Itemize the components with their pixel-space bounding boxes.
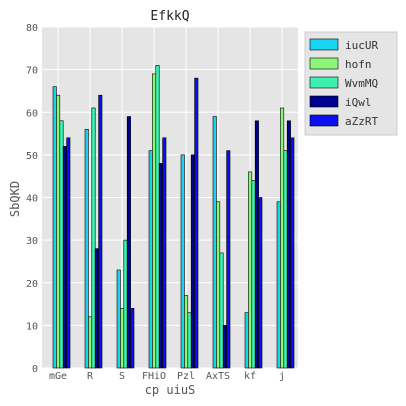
legend-swatch — [309, 38, 339, 51]
bar-WvmMQ-Pzl — [187, 312, 192, 369]
legend-label: aZzRT — [345, 115, 378, 128]
x-tick-label: S — [119, 371, 125, 382]
y-tick-label: 50 — [26, 151, 38, 162]
x-tick-label: Pzl — [177, 371, 195, 382]
y-tick-label: 80 — [26, 23, 38, 34]
bar-iucUR-kf — [244, 312, 249, 369]
bar-iQwl-R — [94, 248, 99, 369]
bar-WvmMQ-j — [283, 150, 288, 369]
x-tick-label: kf — [244, 371, 256, 382]
legend-label: hofn — [345, 58, 372, 71]
chart-title: EfkkQ — [150, 9, 189, 24]
x-tick-label: j — [279, 371, 285, 382]
y-tick-label: 10 — [26, 321, 38, 332]
bar-hofn-Pzl — [184, 295, 189, 369]
x-axis-ticks: mGe R S FHiO Pzl AxTS kf j — [49, 371, 285, 382]
legend-swatch — [309, 95, 339, 108]
x-tick-label: FHiO — [142, 371, 166, 382]
bar-aZzRT-AxTS — [226, 150, 231, 369]
y-tick-label: 0 — [32, 364, 38, 375]
bar-iQwl-FHiO — [158, 163, 163, 369]
y-tick-label: 70 — [26, 66, 38, 77]
legend-label: WvmMQ — [345, 77, 378, 90]
bar-WvmMQ-FHiO — [155, 65, 160, 369]
bar-iucUR-j — [276, 201, 281, 369]
y-axis-label: SbQKD — [8, 181, 22, 217]
x-tick-label: R — [87, 371, 94, 382]
bar-iucUR-AxTS — [212, 116, 217, 369]
y-tick-label: 40 — [26, 194, 38, 205]
bar-iQwl-kf — [254, 120, 259, 369]
bar-WvmMQ-S — [123, 239, 128, 369]
bar-iucUR-FHiO — [148, 150, 153, 369]
bar-hofn-R — [88, 316, 93, 369]
bar-aZzRT-Pzl — [194, 77, 199, 369]
legend-swatch — [309, 76, 339, 89]
bar-iQwl-AxTS — [222, 325, 227, 369]
legend-swatch — [309, 57, 339, 70]
bar-iQwl-S — [126, 116, 131, 369]
x-tick-label: AxTS — [206, 371, 230, 382]
bar-hofn-kf — [248, 171, 253, 369]
bar-iQwl-j — [286, 120, 291, 369]
legend-label: iucUR — [345, 39, 378, 52]
y-tick-label: 20 — [26, 279, 38, 290]
y-tick-label: 30 — [26, 236, 38, 247]
bar-iQwl-Pzl — [190, 154, 195, 369]
x-axis-label: cp uiuS — [145, 383, 196, 397]
bar-iucUR-S — [116, 269, 121, 369]
bar-hofn-AxTS — [216, 201, 221, 369]
bar-hofn-mGe — [56, 94, 61, 369]
x-tick-label: mGe — [49, 371, 67, 382]
legend: iucUR hofn WvmMQ iQwl aZzRT — [304, 31, 398, 136]
bars — [52, 65, 295, 369]
bar-iucUR-R — [84, 129, 89, 369]
bar-iQwl-mGe — [62, 146, 67, 369]
bar-iucUR-Pzl — [180, 154, 185, 369]
bar-aZzRT-j — [290, 137, 295, 369]
bar-aZzRT-mGe — [66, 137, 71, 369]
legend-swatch — [309, 114, 339, 127]
bar-WvmMQ-mGe — [59, 120, 64, 369]
bar-aZzRT-S — [130, 308, 135, 369]
bar-WvmMQ-R — [91, 107, 96, 369]
bar-hofn-j — [280, 107, 285, 369]
bar-aZzRT-kf — [258, 197, 263, 369]
bar-hofn-FHiO — [152, 73, 157, 369]
bar-iucUR-mGe — [52, 86, 57, 369]
legend-label: iQwl — [345, 96, 372, 109]
y-tick-label: 60 — [26, 108, 38, 119]
bar-hofn-S — [120, 308, 125, 369]
bar-aZzRT-R — [98, 94, 103, 369]
bar-WvmMQ-kf — [251, 180, 256, 369]
y-axis-ticks: 0 10 20 30 40 50 60 70 80 — [26, 23, 38, 375]
bar-WvmMQ-AxTS — [219, 252, 224, 369]
bar-aZzRT-FHiO — [162, 137, 167, 369]
